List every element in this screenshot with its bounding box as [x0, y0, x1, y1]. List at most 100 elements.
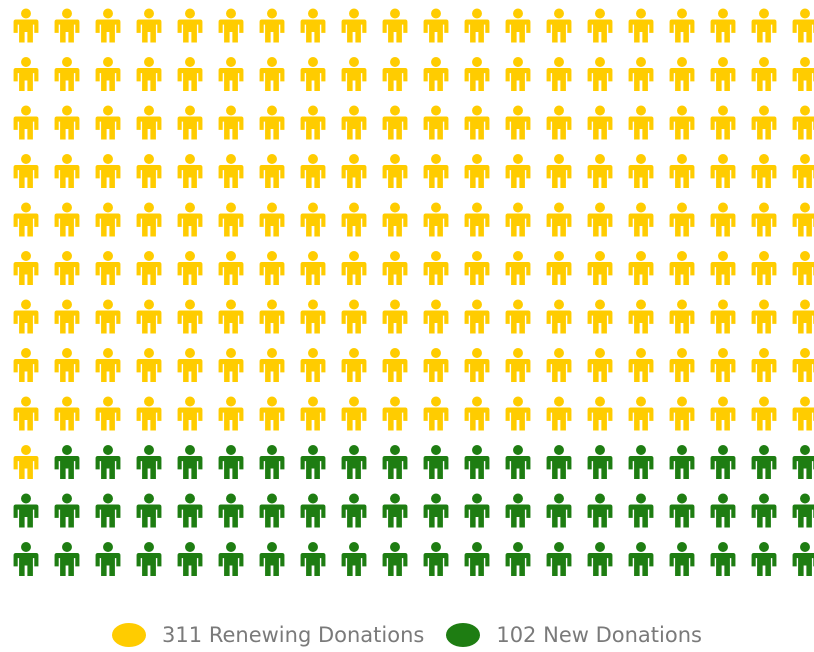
person-icon-renewing-donations [710, 154, 736, 189]
person-icon-renewing-donations [54, 348, 80, 383]
person-icon-renewing-donations [505, 251, 531, 286]
person-icon-renewing-donations [792, 154, 814, 189]
person-icon-renewing-donations [505, 396, 531, 431]
person-icon-new-donations [341, 542, 367, 577]
person-icon-renewing-donations [546, 8, 572, 43]
legend-swatch-new [446, 623, 481, 647]
person-icon-renewing-donations [751, 202, 777, 237]
person-icon-renewing-donations [710, 8, 736, 43]
legend-item-new[interactable]: 102 New Donations [446, 623, 702, 647]
person-icon-renewing-donations [628, 8, 654, 43]
person-icon-new-donations [300, 542, 326, 577]
person-icon-new-donations [177, 542, 203, 577]
person-icon-new-donations [218, 445, 244, 480]
person-icon-new-donations [628, 445, 654, 480]
legend-item-renewing[interactable]: 311 Renewing Donations [112, 623, 424, 647]
person-icon-renewing-donations [218, 396, 244, 431]
person-icon-renewing-donations [505, 57, 531, 92]
person-icon-renewing-donations [341, 8, 367, 43]
person-icon-renewing-donations [710, 202, 736, 237]
person-icon-new-donations [505, 493, 531, 528]
person-icon-new-donations [792, 542, 814, 577]
person-icon-renewing-donations [300, 154, 326, 189]
person-icon-renewing-donations [669, 154, 695, 189]
person-icon-new-donations [751, 493, 777, 528]
person-icon-renewing-donations [628, 105, 654, 140]
person-icon-new-donations [54, 493, 80, 528]
person-icon-renewing-donations [546, 154, 572, 189]
person-icon-renewing-donations [54, 8, 80, 43]
person-icon-renewing-donations [546, 251, 572, 286]
person-icon-new-donations [587, 542, 613, 577]
person-icon-renewing-donations [95, 299, 121, 334]
person-icon-renewing-donations [300, 8, 326, 43]
person-icon-new-donations [710, 445, 736, 480]
person-icon-new-donations [382, 493, 408, 528]
person-icon-renewing-donations [423, 348, 449, 383]
person-icon-renewing-donations [628, 348, 654, 383]
person-icon-new-donations [505, 445, 531, 480]
person-icon-renewing-donations [13, 445, 39, 480]
person-icon-renewing-donations [341, 299, 367, 334]
person-icon-renewing-donations [423, 396, 449, 431]
person-icon-new-donations [546, 493, 572, 528]
legend: 311 Renewing Donations 102 New Donations [0, 618, 814, 652]
person-icon-renewing-donations [587, 348, 613, 383]
person-icon-new-donations [710, 542, 736, 577]
person-icon-renewing-donations [587, 8, 613, 43]
person-icon-renewing-donations [587, 202, 613, 237]
person-icon-renewing-donations [423, 57, 449, 92]
person-icon-renewing-donations [218, 251, 244, 286]
person-icon-renewing-donations [54, 154, 80, 189]
person-icon-renewing-donations [792, 396, 814, 431]
person-icon-renewing-donations [95, 154, 121, 189]
person-icon-renewing-donations [423, 251, 449, 286]
person-icon-renewing-donations [95, 396, 121, 431]
person-icon-renewing-donations [464, 299, 490, 334]
person-icon-renewing-donations [300, 299, 326, 334]
person-icon-new-donations [423, 493, 449, 528]
person-icon-renewing-donations [792, 57, 814, 92]
person-icon-renewing-donations [423, 299, 449, 334]
person-icon-renewing-donations [464, 251, 490, 286]
person-icon-new-donations [669, 445, 695, 480]
person-icon-new-donations [259, 542, 285, 577]
person-icon-new-donations [423, 445, 449, 480]
person-icon-new-donations [505, 542, 531, 577]
person-icon-renewing-donations [669, 57, 695, 92]
person-icon-renewing-donations [259, 57, 285, 92]
person-icon-new-donations [259, 445, 285, 480]
person-icon-renewing-donations [464, 154, 490, 189]
person-icon-new-donations [423, 542, 449, 577]
person-icon-renewing-donations [382, 396, 408, 431]
person-icon-new-donations [341, 445, 367, 480]
legend-text-new: New Donations [543, 623, 702, 647]
person-icon-renewing-donations [505, 154, 531, 189]
person-icon-renewing-donations [669, 299, 695, 334]
legend-label-new: 102 New Donations [496, 623, 702, 647]
person-icon-renewing-donations [751, 105, 777, 140]
person-icon-renewing-donations [177, 251, 203, 286]
person-icon-new-donations [669, 493, 695, 528]
person-icon-renewing-donations [95, 105, 121, 140]
person-icon-renewing-donations [259, 299, 285, 334]
person-icon-new-donations [54, 445, 80, 480]
pictogram-plot-area [13, 8, 814, 577]
person-icon-renewing-donations [218, 8, 244, 43]
person-icon-renewing-donations [341, 105, 367, 140]
person-icon-renewing-donations [382, 154, 408, 189]
person-icon-renewing-donations [792, 105, 814, 140]
person-icon-renewing-donations [669, 251, 695, 286]
person-icon-renewing-donations [13, 105, 39, 140]
person-icon-renewing-donations [54, 251, 80, 286]
person-icon-renewing-donations [13, 154, 39, 189]
person-icon-renewing-donations [423, 8, 449, 43]
person-icon-renewing-donations [751, 251, 777, 286]
person-icon-renewing-donations [505, 202, 531, 237]
person-icon-renewing-donations [177, 396, 203, 431]
person-icon-renewing-donations [710, 57, 736, 92]
person-icon-renewing-donations [464, 202, 490, 237]
legend-label-renewing: 311 Renewing Donations [162, 623, 424, 647]
person-icon-new-donations [95, 542, 121, 577]
person-icon-renewing-donations [587, 396, 613, 431]
